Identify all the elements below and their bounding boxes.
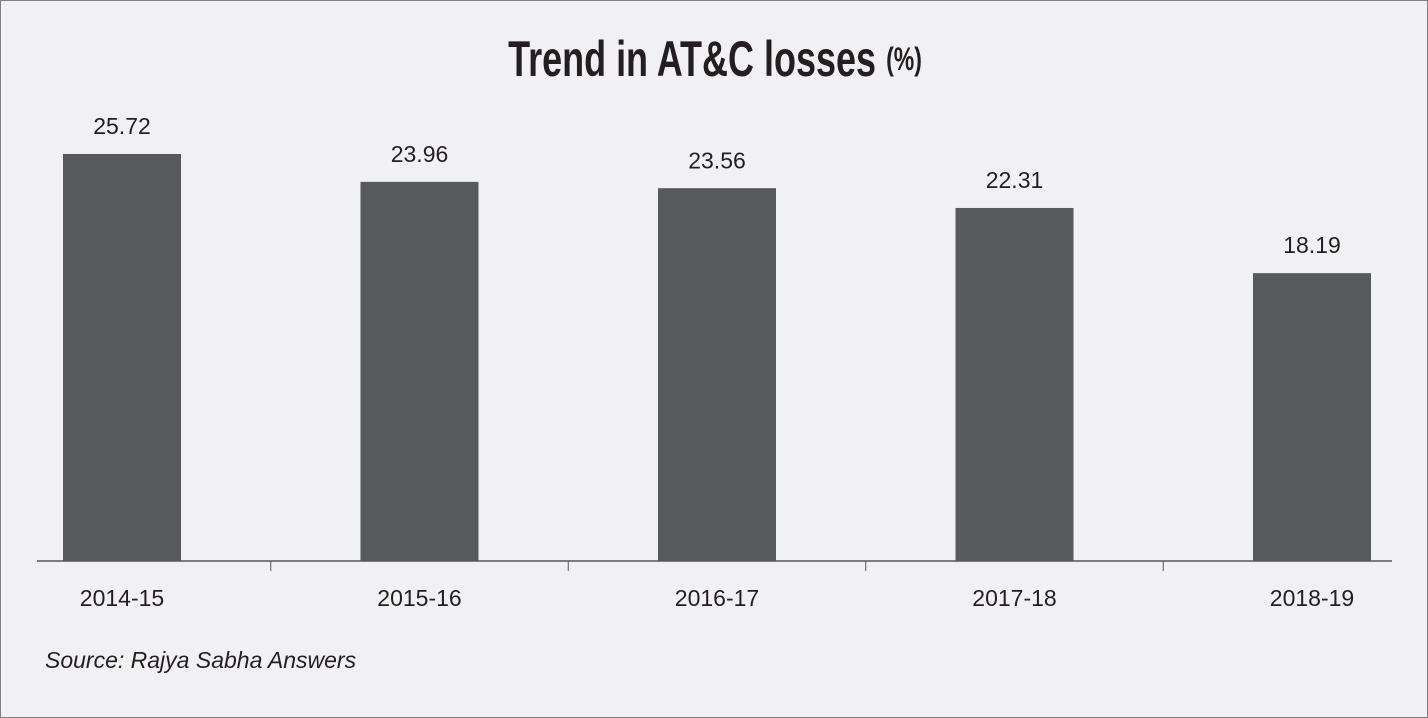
x-tick-label: 2018-19 [1270, 585, 1354, 611]
data-label: 22.31 [986, 167, 1044, 193]
data-label: 25.72 [93, 113, 151, 139]
bar [658, 188, 776, 561]
x-tick-label: 2015-16 [377, 585, 461, 611]
chart-title: Trend in AT&C losses (%) [508, 32, 922, 87]
title-group: Trend in AT&C losses (%) [508, 32, 922, 87]
chart-title-unit: (%) [886, 42, 922, 78]
bar [1253, 273, 1371, 561]
chart-title-main: Trend in AT&C losses [508, 32, 876, 87]
x-tick-label: 2014-15 [80, 585, 164, 611]
data-label: 18.19 [1283, 232, 1341, 258]
x-tick-label: 2016-17 [675, 585, 759, 611]
x-tick-label: 2017-18 [972, 585, 1056, 611]
bar [955, 207, 1074, 561]
data-label: 23.56 [688, 147, 746, 173]
bar [63, 154, 181, 561]
bar [360, 181, 479, 561]
source-note: Source: Rajya Sabha Answers [45, 647, 357, 673]
data-label: 23.96 [391, 141, 449, 167]
